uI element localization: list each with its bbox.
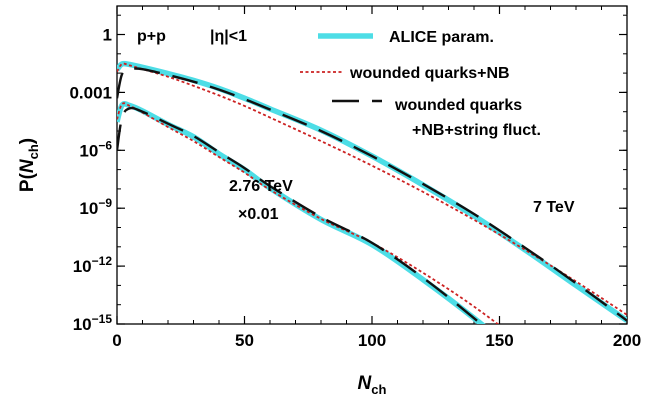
energy-low-label: 2.76 TeV: [229, 178, 293, 195]
x-tick-label: 0: [112, 331, 121, 350]
x-tick-label: 100: [358, 331, 386, 350]
data-curves: [117, 60, 627, 324]
series-line-red-dotted: [117, 62, 627, 316]
legend-label-strings-2: +NB+string fluct.: [412, 122, 541, 139]
y-tick-label: 1: [103, 26, 112, 45]
series-line-black-dashed: [117, 67, 627, 322]
y-tick-label: 10−6: [79, 138, 112, 160]
x-axis-title: Nch: [358, 373, 387, 397]
axis-ticks: 0 50 100 150 200 1 0.001 10−6 10−9 10−12 10−15: [69, 6, 641, 350]
legend: ALICE param. wounded quarks+NB wounded q…: [300, 29, 541, 139]
x-tick-label: 50: [235, 331, 254, 350]
legend-label-wounded: wounded quarks+NB: [349, 65, 510, 82]
scale-factor-label: ×0.01: [238, 206, 279, 223]
y-tick-label: 10−9: [79, 196, 112, 218]
x-tick-label: 150: [485, 331, 513, 350]
y-tick-label: 10−15: [73, 312, 113, 334]
y-axis-title: P(Nch): [17, 138, 41, 192]
system-label: p+p: [137, 28, 166, 45]
plot-frame: [116, 5, 628, 325]
series-line-cyan-thick: [117, 101, 486, 324]
eta-cut-label: |η|<1: [210, 28, 247, 45]
energy-high-label: 7 TeV: [533, 199, 575, 216]
x-tick-label: 200: [613, 331, 641, 350]
series-line-black-dashed: [117, 106, 483, 324]
y-tick-label: 10−12: [73, 254, 113, 276]
y-tick-label: 0.001: [69, 83, 112, 102]
legend-label-strings-1: wounded quarks: [394, 97, 522, 114]
legend-label-alice: ALICE param.: [389, 29, 494, 46]
